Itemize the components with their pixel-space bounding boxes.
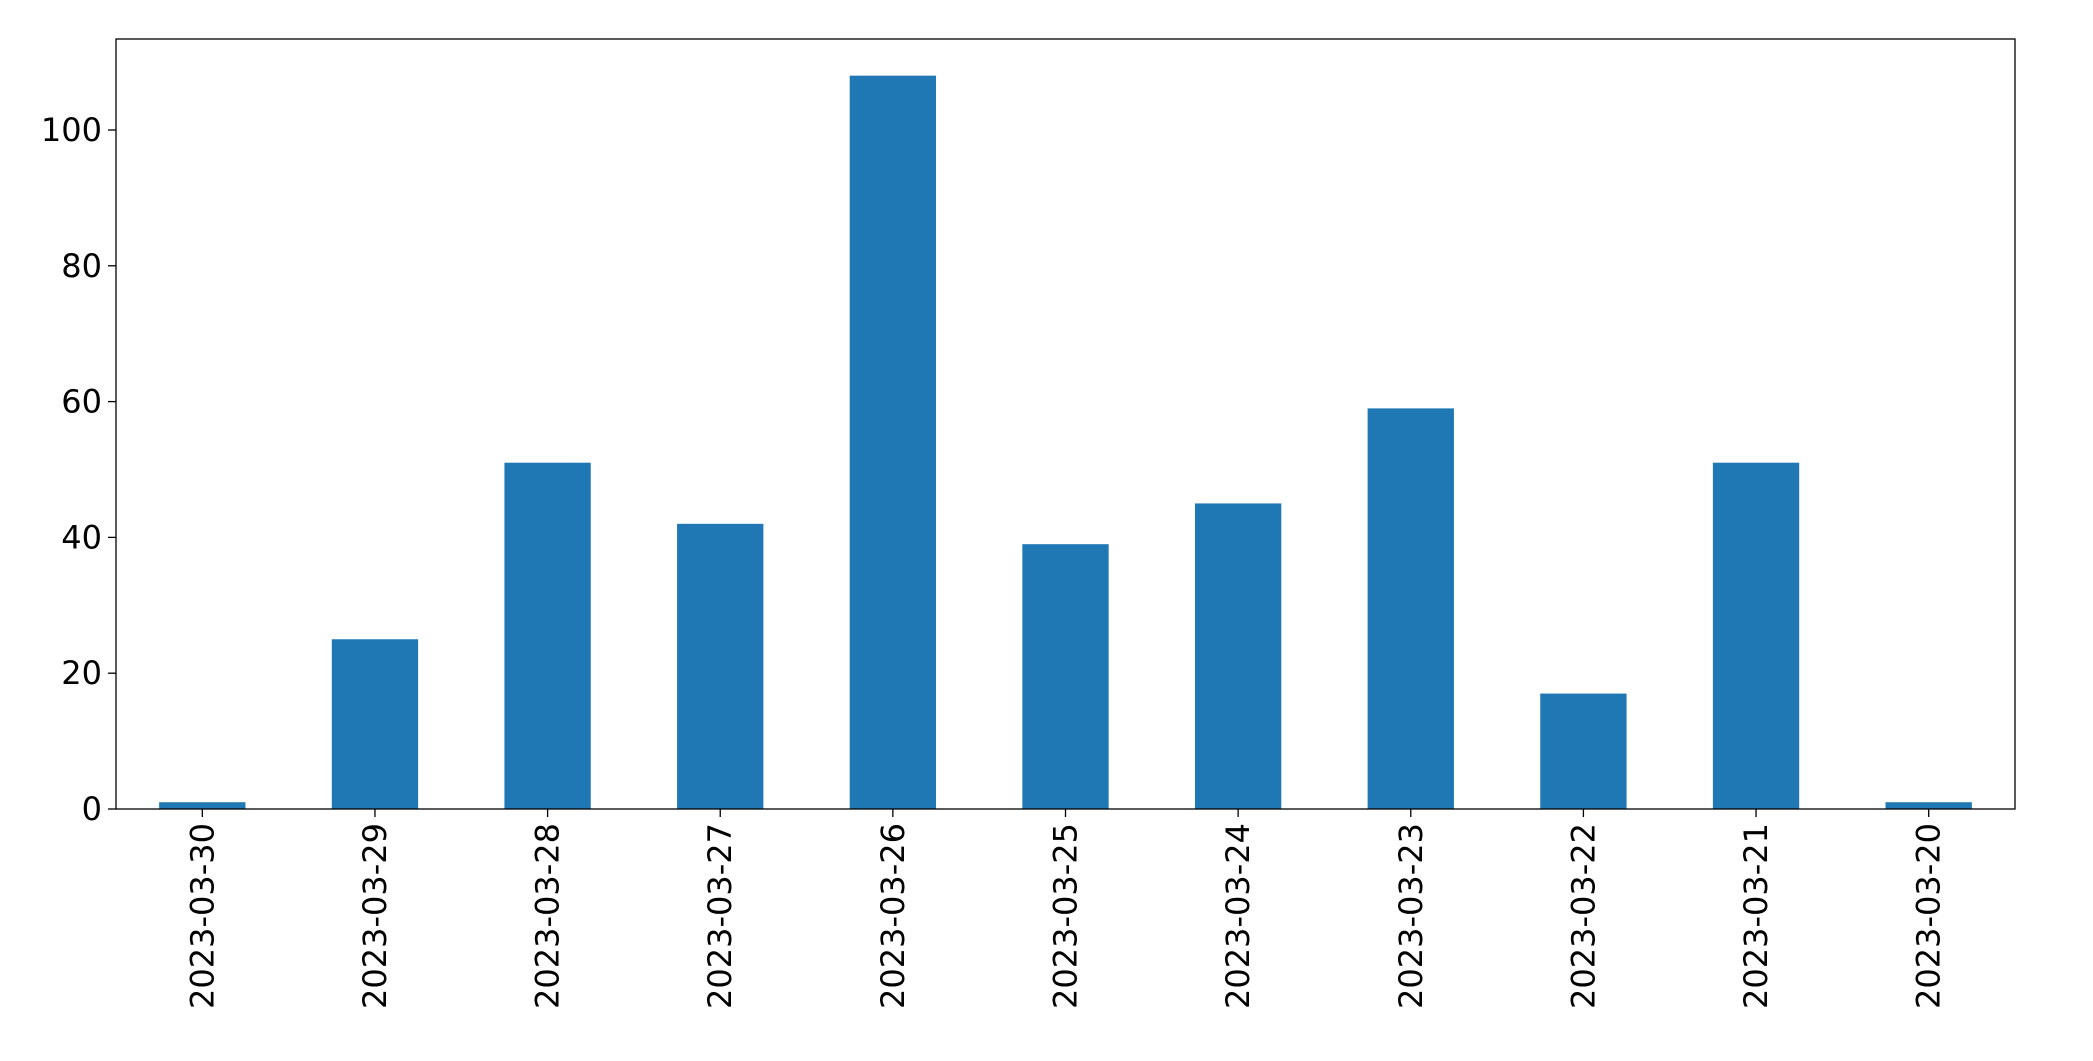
y-tick-label: 0 bbox=[82, 790, 102, 828]
x-tick-label: 2023-03-23 bbox=[1392, 823, 1430, 1009]
x-tick-label: 2023-03-20 bbox=[1910, 823, 1948, 1009]
x-tick-label: 2023-03-25 bbox=[1047, 823, 1085, 1009]
y-tick-label: 20 bbox=[61, 654, 102, 692]
x-tick-label: 2023-03-27 bbox=[701, 823, 739, 1009]
x-tick-label: 2023-03-21 bbox=[1737, 823, 1775, 1009]
x-tick-label: 2023-03-26 bbox=[874, 823, 912, 1009]
x-tick-label: 2023-03-28 bbox=[529, 823, 567, 1009]
bar bbox=[1194, 503, 1282, 809]
y-tick-label: 60 bbox=[61, 383, 102, 421]
bar bbox=[504, 462, 591, 809]
bar bbox=[1367, 408, 1454, 809]
bar bbox=[677, 523, 764, 809]
x-tick-label: 2023-03-29 bbox=[356, 823, 394, 1009]
y-tick-label: 100 bbox=[41, 111, 102, 149]
bar bbox=[849, 75, 937, 809]
bar bbox=[1540, 693, 1627, 809]
x-tick-label: 2023-03-30 bbox=[183, 823, 221, 1009]
bar bbox=[1712, 462, 1800, 809]
bar bbox=[1885, 802, 1972, 809]
x-tick-label: 2023-03-24 bbox=[1219, 823, 1257, 1009]
y-tick-label: 80 bbox=[61, 247, 102, 285]
y-tick-label: 40 bbox=[61, 518, 102, 556]
bar bbox=[331, 639, 419, 809]
bar bbox=[1022, 544, 1109, 809]
bar bbox=[159, 802, 246, 809]
plot-frame bbox=[115, 38, 2016, 810]
x-tick-label: 2023-03-22 bbox=[1564, 823, 1602, 1009]
